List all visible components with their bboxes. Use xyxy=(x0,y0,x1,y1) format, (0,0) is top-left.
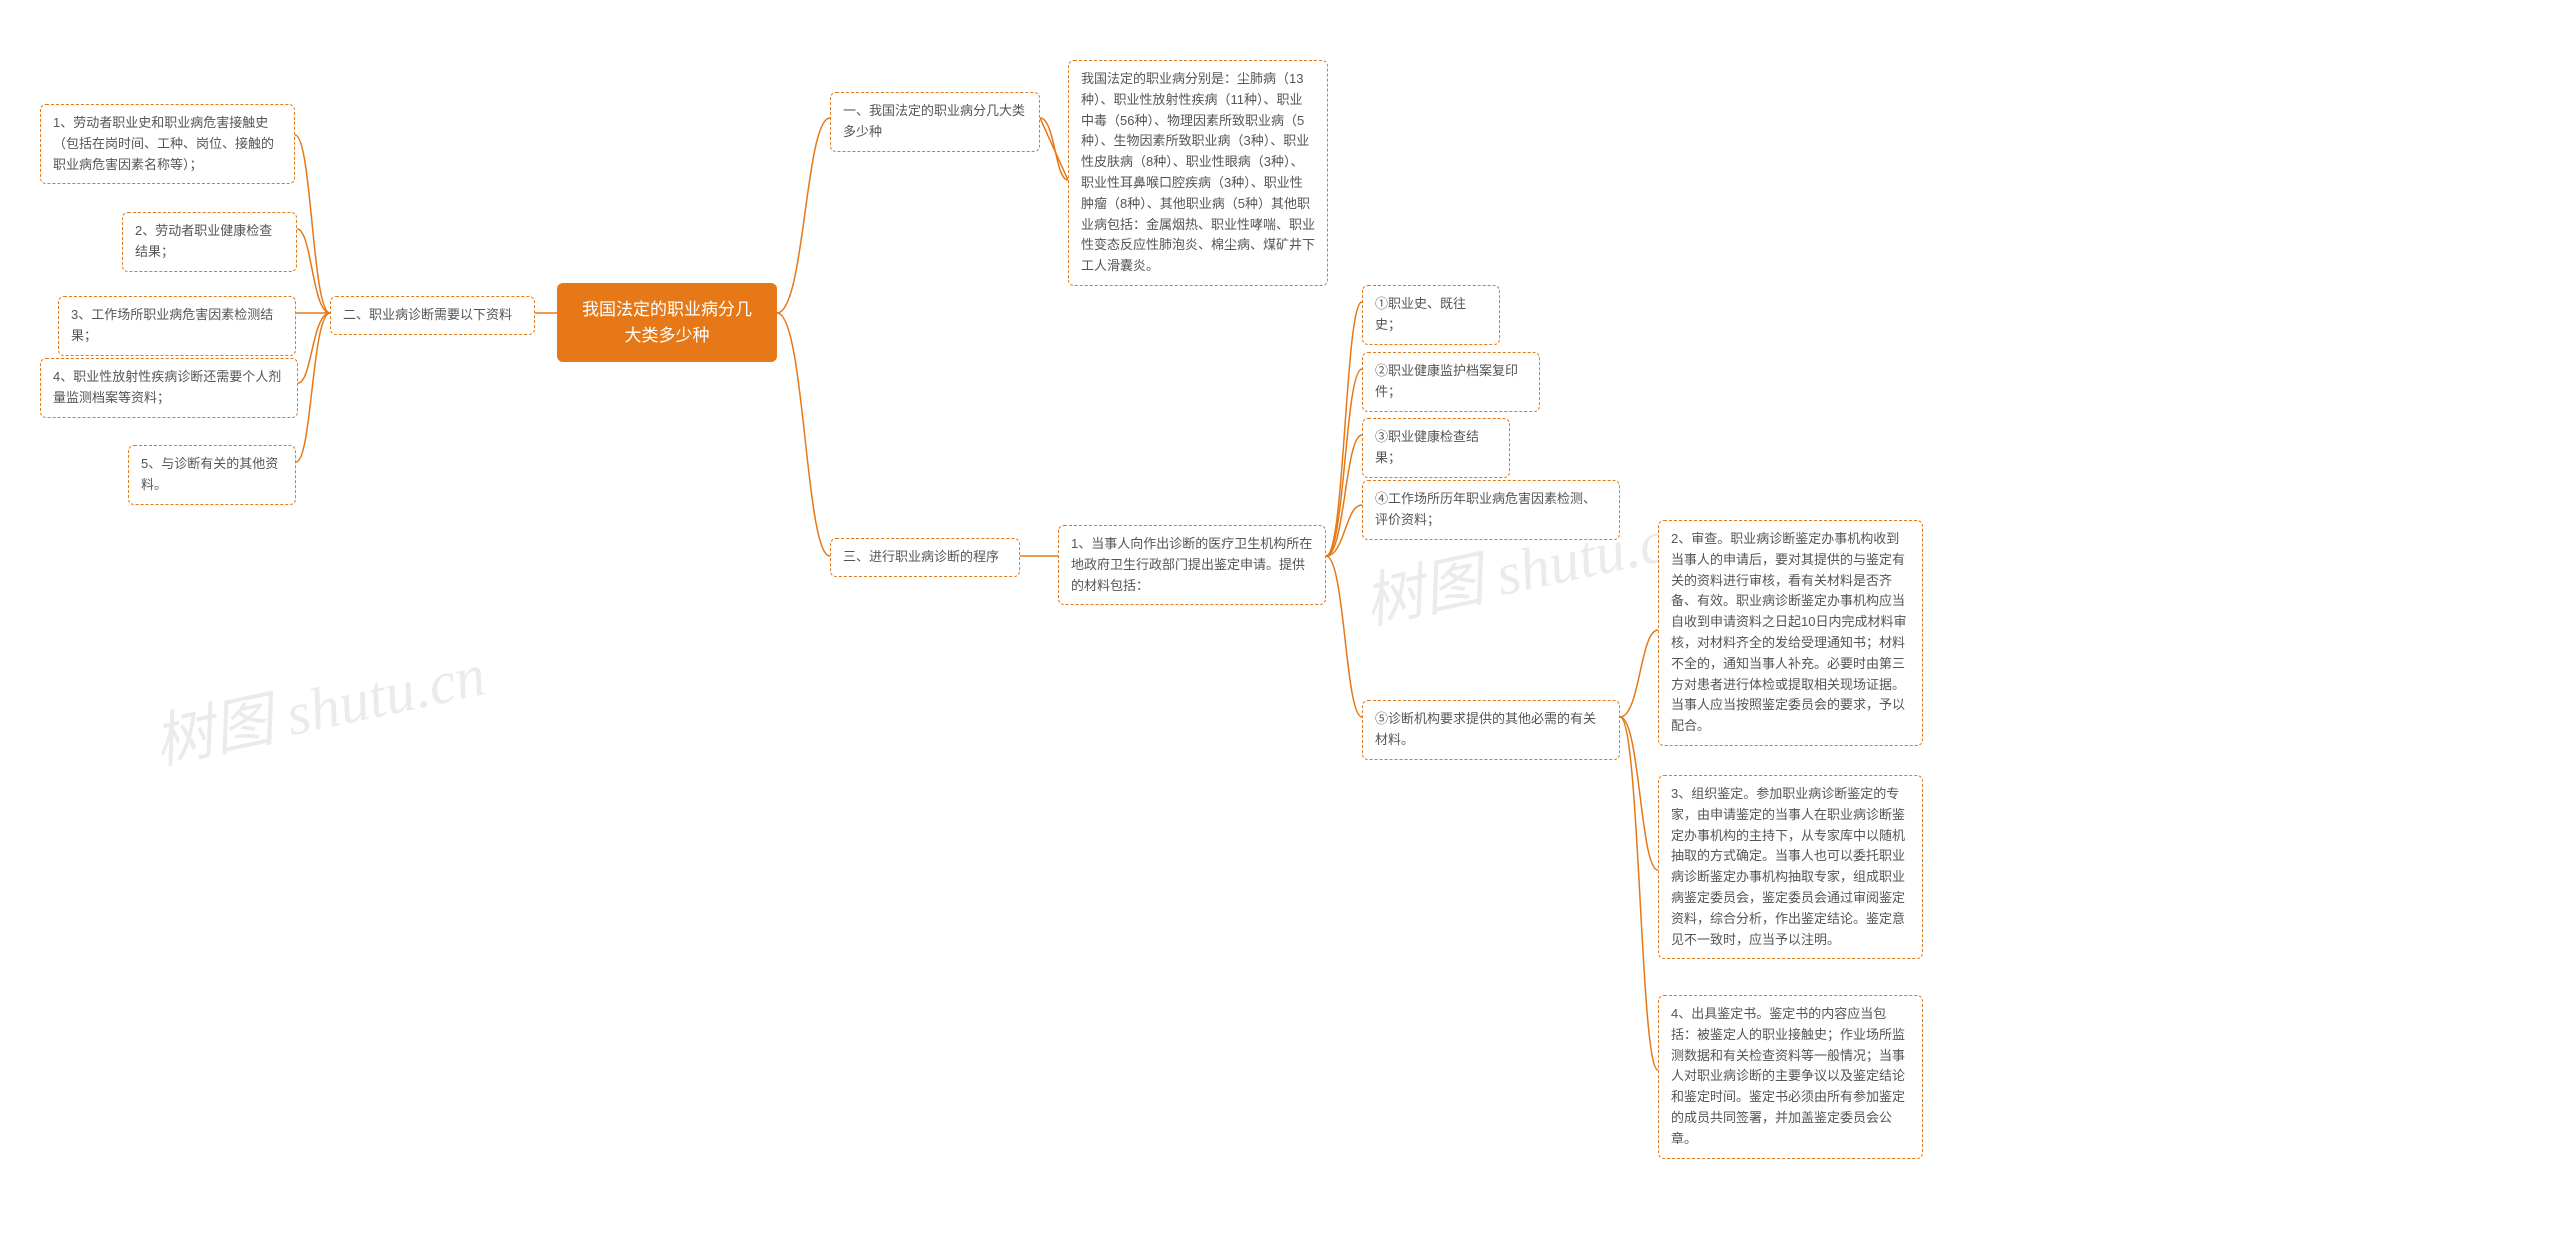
branch-1-child-1: 我国法定的职业病分别是：尘肺病（13种）、职业性放射性疾病（11种）、职业中毒（… xyxy=(1068,60,1328,286)
b3c1-sub-2: ②职业健康监护档案复印件； xyxy=(1362,352,1540,412)
branch-3-title: 三、进行职业病诊断的程序 xyxy=(830,538,1020,577)
branch-2-child-1: 1、劳动者职业史和职业病危害接触史（包括在岗时间、工种、岗位、接触的职业病危害因… xyxy=(40,104,295,184)
b3c1-sub-4: ④工作场所历年职业病危害因素检测、评价资料； xyxy=(1362,480,1620,540)
b3c1-sub-3: ③职业健康检查结果； xyxy=(1362,418,1510,478)
branch-2-child-3: 3、工作场所职业病危害因素检测结果； xyxy=(58,296,296,356)
b3c1e-sub-3: 4、出具鉴定书。鉴定书的内容应当包括：被鉴定人的职业接触史；作业场所监测数据和有… xyxy=(1658,995,1923,1159)
branch-1-title: 一、我国法定的职业病分几大类多少种 xyxy=(830,92,1040,152)
b3c1e-sub-2: 3、组织鉴定。参加职业病诊断鉴定的专家，由申请鉴定的当事人在职业病诊断鉴定办事机… xyxy=(1658,775,1923,959)
branch-3-child-1: 1、当事人向作出诊断的医疗卫生机构所在地政府卫生行政部门提出鉴定申请。提供的材料… xyxy=(1058,525,1326,605)
root-node: 我国法定的职业病分几大类多少种 xyxy=(557,283,777,362)
b3c1-sub-1: ①职业史、既往史； xyxy=(1362,285,1500,345)
watermark-1: 树图 shutu.cn xyxy=(145,626,492,781)
branch-2-title: 二、职业病诊断需要以下资料 xyxy=(330,296,535,335)
branch-2-child-5: 5、与诊断有关的其他资料。 xyxy=(128,445,296,505)
branch-2-child-4: 4、职业性放射性疾病诊断还需要个人剂量监测档案等资料； xyxy=(40,358,298,418)
branch-2-child-2: 2、劳动者职业健康检查结果； xyxy=(122,212,297,272)
b3c1-sub-5: ⑤诊断机构要求提供的其他必需的有关材料。 xyxy=(1362,700,1620,760)
b3c1e-sub-1: 2、审查。职业病诊断鉴定办事机构收到当事人的申请后，要对其提供的与鉴定有关的资料… xyxy=(1658,520,1923,746)
